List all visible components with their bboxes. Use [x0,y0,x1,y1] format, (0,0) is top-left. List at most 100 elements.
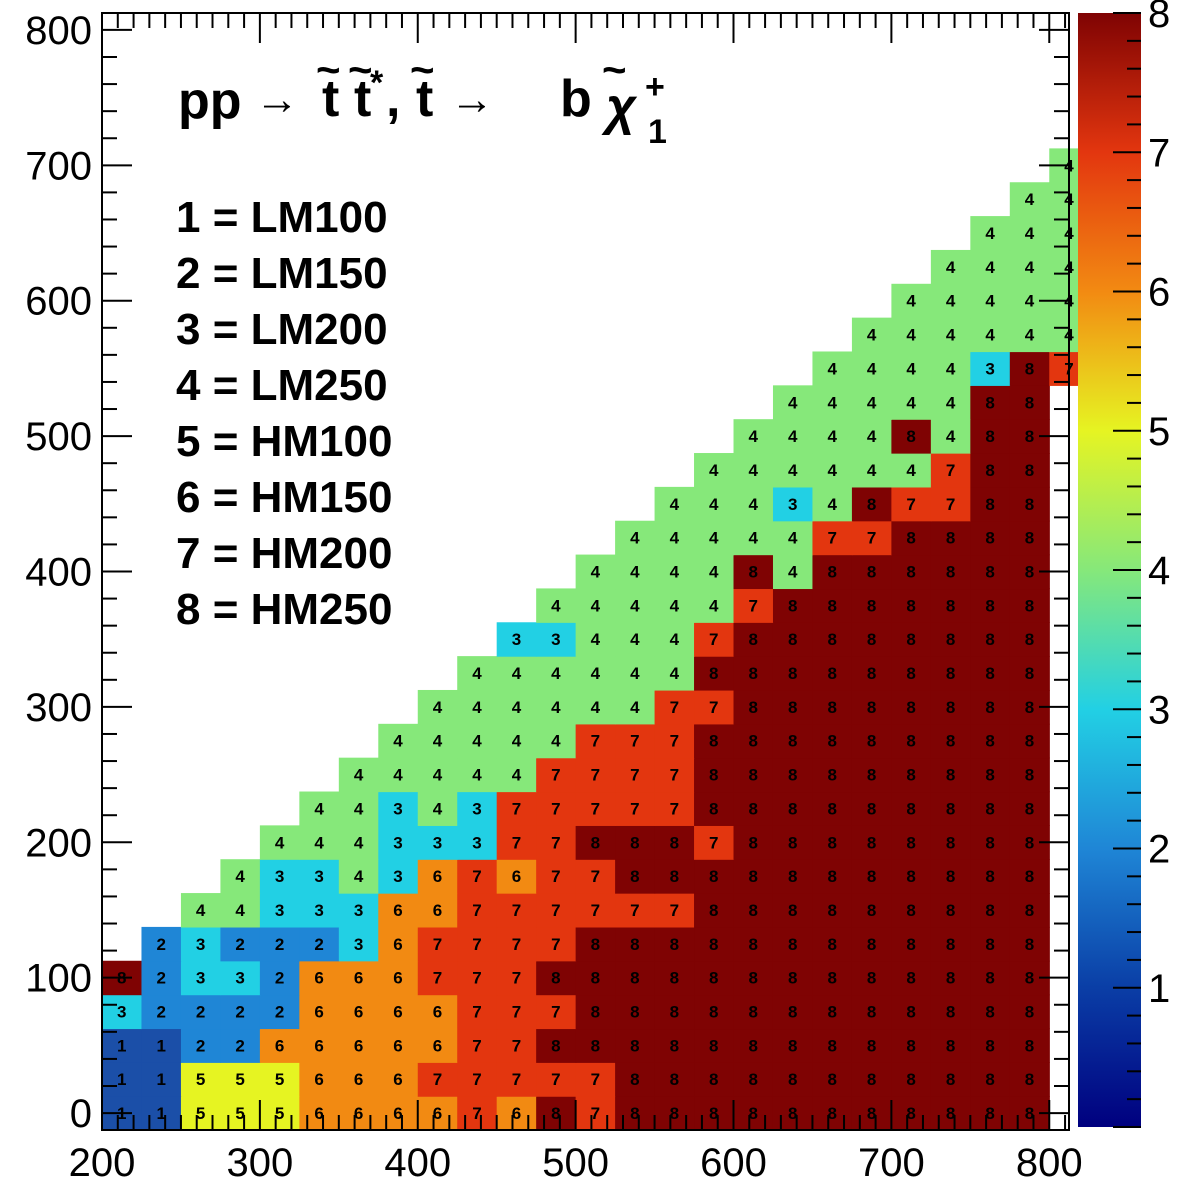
cell-2-16 [733,1028,774,1063]
cell-9-23 [1009,791,1050,826]
cell-label-20-16: 4 [749,427,759,446]
cell-10-18 [812,757,853,793]
cell-label-6-15: 8 [709,901,718,920]
cell-5-8 [417,926,458,962]
cell-6-13 [615,893,656,928]
cell-label-4-5: 6 [314,969,323,988]
cell-label-15-14: 4 [670,596,680,615]
cell-8-22 [970,825,1011,860]
cell-label-20-22: 8 [985,427,994,446]
cell-label-1-0: 1 [117,1070,126,1089]
cell-label-15-21: 8 [946,596,955,615]
cell-6-22 [970,893,1011,928]
cell-6-18 [812,893,853,928]
cell-1-2 [180,1062,222,1097]
cell-6-21 [930,893,971,928]
cell-label-2-6: 6 [354,1036,363,1055]
cell-17-14 [654,520,695,556]
cell-label-19-23: 8 [1025,461,1034,480]
cell-label-12-17: 8 [788,698,797,717]
cell-label-5-20: 8 [906,935,915,954]
cell-13-20 [891,656,932,691]
cell-7-23 [1009,859,1050,894]
cell-label-8-8: 3 [433,833,442,852]
cell-label-16-20: 8 [906,563,915,582]
y-tick-label: 200 [25,821,92,865]
cell-6-2 [180,893,222,928]
cell-label-3-12: 8 [591,1003,600,1022]
cell-label-4-10: 7 [512,969,521,988]
cell-12-22 [970,689,1011,725]
cell-11-9 [457,723,498,759]
cell-label-7-16: 8 [749,867,758,886]
cell-5-21 [930,926,971,962]
z-tick-label: 4 [1148,549,1170,593]
cell-label-7-8: 6 [433,867,442,886]
cell-16-22 [970,554,1011,590]
cell-22-20 [891,351,932,386]
cell-label-14-22: 8 [985,630,994,649]
cell-1-12 [575,1062,616,1097]
cell-23-22 [970,317,1011,353]
cell-label-5-19: 8 [867,935,876,954]
cell-label-21-17: 4 [788,393,798,412]
cell-label-16-23: 8 [1025,563,1034,582]
cell-label-2-4: 6 [275,1036,284,1055]
cell-label-2-8: 6 [433,1036,442,1055]
cell-2-9 [457,1028,498,1063]
cell-label-10-17: 8 [788,766,797,785]
cell-5-22 [970,926,1011,962]
cell-2-14 [654,1028,695,1063]
cell-15-12 [575,588,616,623]
cell-label-16-18: 8 [827,563,836,582]
cell-14-17 [772,622,814,657]
cell-14-11 [536,622,577,657]
cell-15-14 [654,588,695,623]
cell-label-7-5: 3 [314,867,323,886]
cell-16-13 [615,554,656,590]
cell-9-11 [536,791,577,826]
cell-1-18 [812,1062,853,1097]
cell-25-23 [1009,249,1050,285]
cell-label-6-16: 8 [749,901,758,920]
cell-14-22 [970,622,1011,657]
cell-11-8 [417,723,458,759]
cell-0-13 [615,1096,656,1131]
cell-15-19 [851,588,892,623]
cell-21-22 [970,385,1011,420]
cell-label-3-22: 8 [985,1003,994,1022]
cell-label-6-20: 8 [906,901,915,920]
cell-label-0-14: 8 [670,1104,679,1123]
cell-label-19-15: 4 [709,461,719,480]
cell-18-20 [891,486,932,522]
cell-label-9-9: 3 [472,799,481,818]
title-chi-sup: + [645,68,665,106]
cell-7-3 [220,859,261,894]
cell-label-4-18: 8 [827,969,836,988]
cell-3-16 [733,994,774,1030]
cell-label-5-13: 8 [630,935,639,954]
cell-label-5-15: 8 [709,935,718,954]
cell-label-9-17: 8 [788,799,797,818]
cell-label-5-23: 8 [1025,935,1034,954]
cell-label-9-12: 7 [591,799,600,818]
cell-7-21 [930,859,971,894]
cell-label-1-15: 8 [709,1070,718,1089]
cell-label-11-16: 8 [749,732,758,751]
cell-5-7 [378,926,419,962]
cell-1-22 [970,1062,1011,1097]
cell-7-14 [654,859,695,894]
cell-label-10-13: 7 [630,766,639,785]
cell-label-4-14: 8 [670,969,679,988]
title-tilde-2: ~ [348,46,373,93]
cell-14-23 [1009,622,1050,657]
cell-11-23 [1009,723,1050,759]
cell-2-12 [575,1028,616,1063]
cell-label-0-20: 8 [906,1104,915,1123]
cell-label-8-21: 8 [946,833,955,852]
color-scale: 1 2 3 4 5 6 7 8 [1078,0,1170,1128]
cell-label-0-10: 6 [512,1104,521,1123]
cell-label-4-16: 8 [749,969,758,988]
cell-label-3-13: 8 [630,1003,639,1022]
cell-label-4-20: 8 [906,969,915,988]
